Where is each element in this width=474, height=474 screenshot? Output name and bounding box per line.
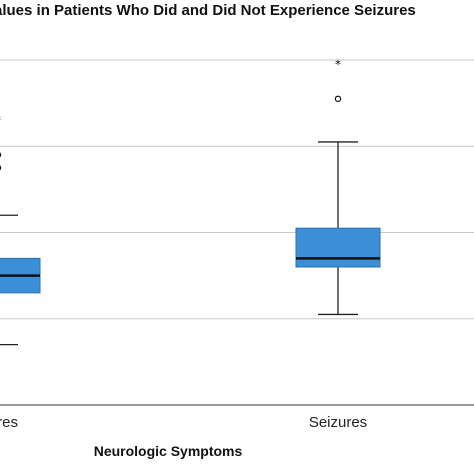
x-tick-label: izures	[0, 414, 18, 431]
outlier-point	[334, 95, 342, 103]
x-axis-title: Neurologic Symptoms	[94, 443, 243, 459]
gridlines	[0, 59, 474, 406]
iqr-box	[295, 227, 381, 268]
chart-title: alues in Patients Who Did and Did Not Ex…	[0, 2, 416, 19]
boxes: **	[0, 57, 381, 346]
box-1: *	[0, 113, 41, 346]
extreme-point: *	[335, 57, 341, 71]
outlier-point	[0, 152, 2, 158]
x-tick-label: Seizures	[309, 414, 367, 431]
x-tick-labels: izures Seizures	[0, 414, 367, 431]
box-2: *	[295, 57, 381, 316]
outlier-point	[0, 165, 2, 171]
extreme-point: *	[0, 113, 1, 127]
